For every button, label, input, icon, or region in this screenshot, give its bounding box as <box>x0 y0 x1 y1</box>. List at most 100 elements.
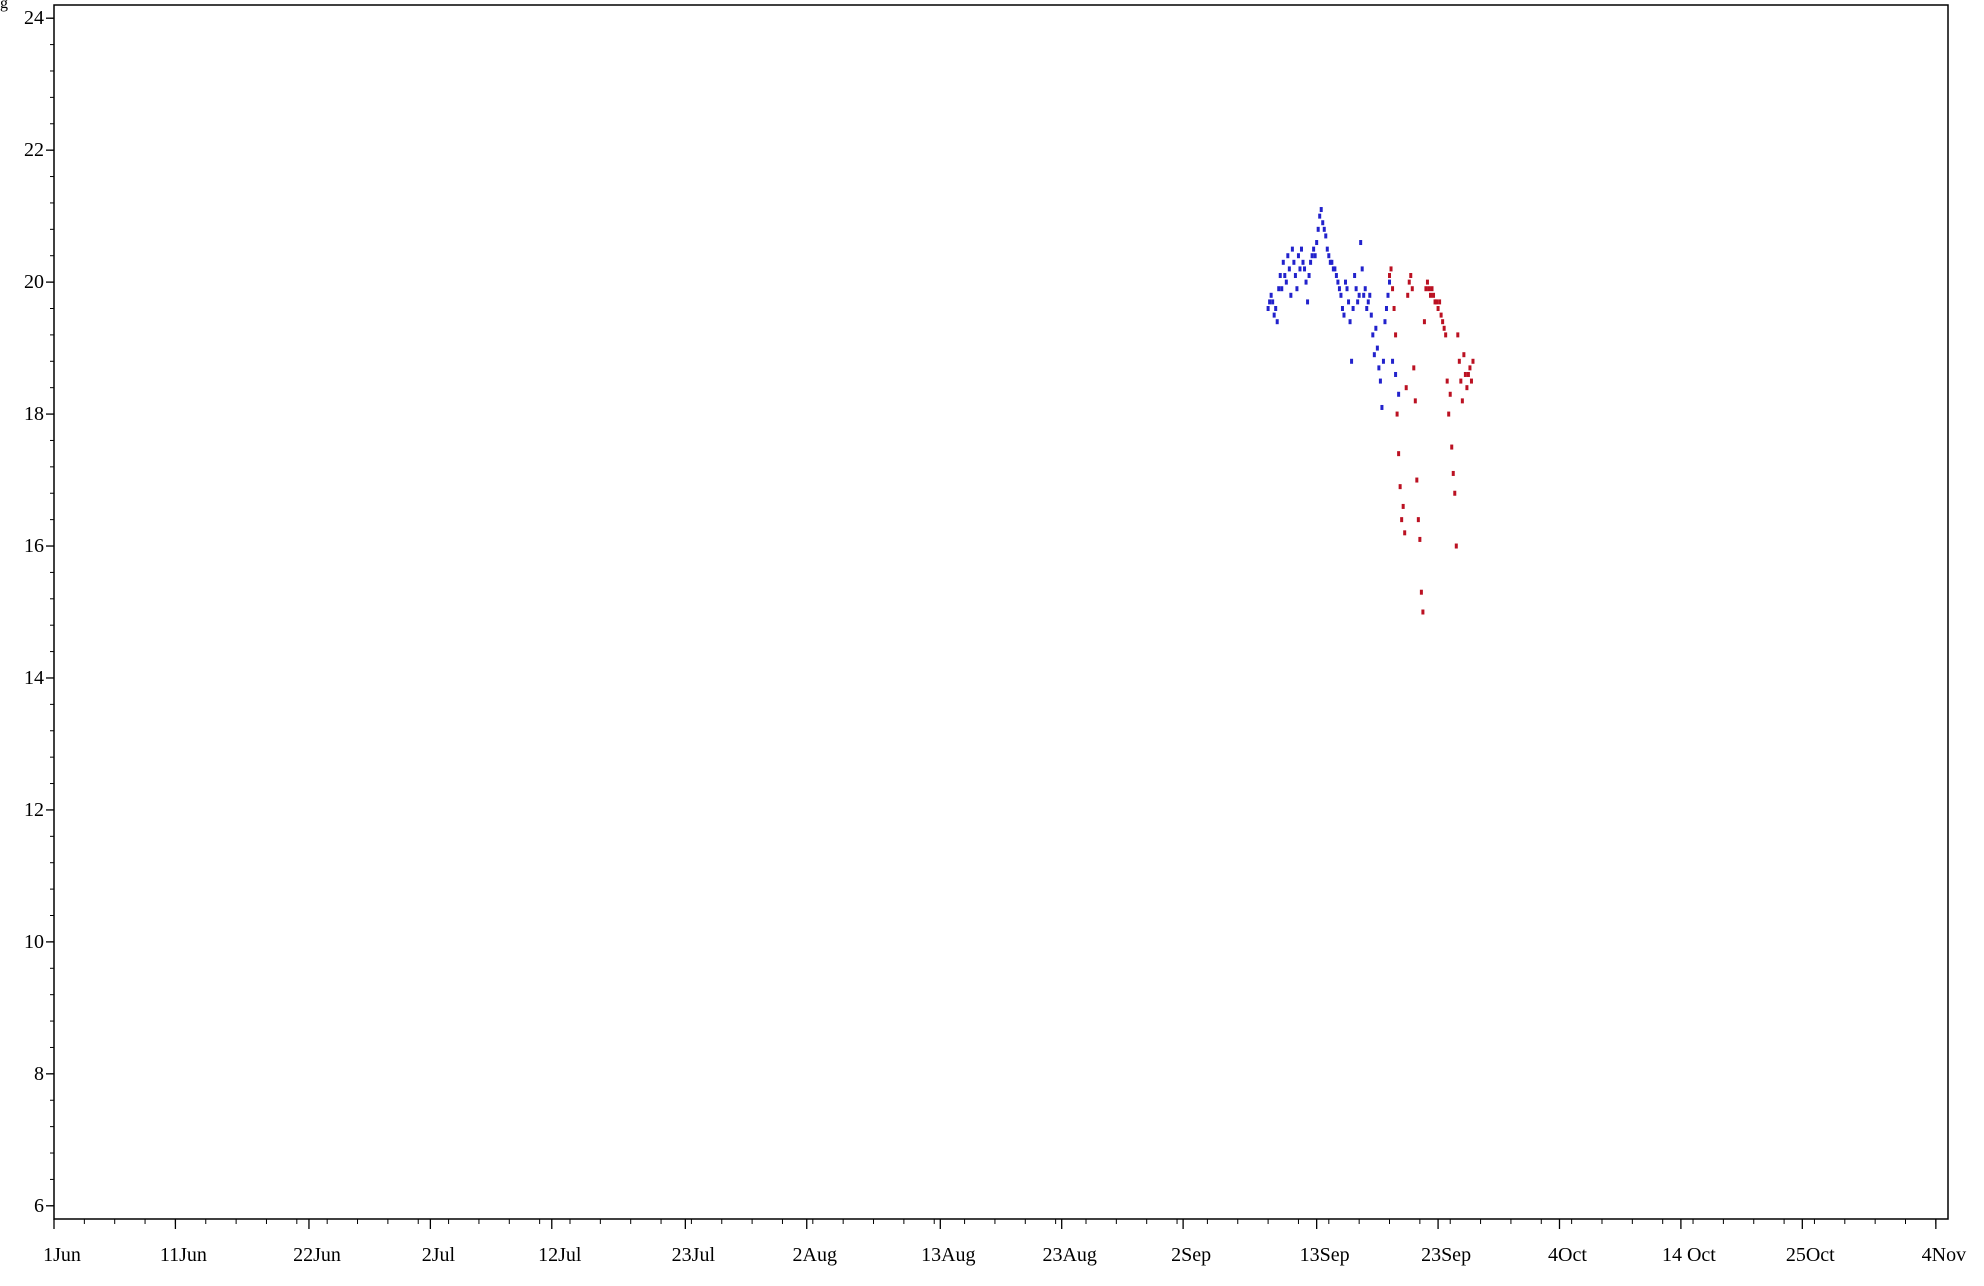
x-tick-label: 13Aug <box>921 1244 975 1266</box>
x-tick-label: 1Jun <box>43 1244 81 1266</box>
data-point-blue <box>1356 299 1360 305</box>
y-tick-label: 8 <box>34 1063 44 1085</box>
data-point-blue <box>1359 240 1363 246</box>
data-point-blue <box>1334 273 1338 279</box>
data-point-red <box>1424 286 1428 292</box>
data-point-blue <box>1266 306 1270 311</box>
data-point-blue <box>1316 226 1320 232</box>
y-tick-label: 10 <box>24 931 44 953</box>
data-point-blue <box>1299 246 1303 252</box>
data-point-blue <box>1289 292 1293 298</box>
data-point-blue <box>1284 279 1288 285</box>
data-point-red <box>1425 279 1429 285</box>
data-point-blue <box>1295 286 1299 292</box>
data-point-red <box>1471 358 1475 364</box>
x-tick-label: 22Jun <box>293 1244 341 1266</box>
data-point-blue <box>1369 312 1373 318</box>
y-tick-label: 24 <box>24 7 44 29</box>
data-point-blue <box>1313 253 1317 259</box>
data-point-blue <box>1351 306 1355 311</box>
data-point-blue <box>1307 273 1311 279</box>
data-point-blue <box>1366 299 1370 305</box>
data-point-blue <box>1321 220 1325 226</box>
data-point-red <box>1433 299 1437 305</box>
data-point-red <box>1441 319 1445 325</box>
data-point-red <box>1453 490 1457 496</box>
top-left-mark: g <box>0 0 8 12</box>
data-point-blue <box>1354 286 1358 292</box>
y-tick-label: 16 <box>24 535 44 557</box>
data-point-blue <box>1371 332 1375 338</box>
data-point-red <box>1432 292 1436 298</box>
data-point-blue <box>1377 365 1381 371</box>
data-point-blue <box>1345 286 1349 292</box>
data-point-blue <box>1348 319 1352 325</box>
data-point-blue <box>1283 273 1287 279</box>
data-point-red <box>1397 451 1401 457</box>
data-point-blue <box>1278 273 1282 279</box>
data-point-blue <box>1325 246 1329 252</box>
data-point-red <box>1428 292 1432 298</box>
data-point-blue <box>1303 266 1307 272</box>
data-point-blue <box>1280 286 1284 292</box>
x-tick-label: 12Jul <box>538 1244 582 1266</box>
data-point-blue <box>1312 246 1316 252</box>
data-point-red <box>1430 286 1434 292</box>
data-point-red <box>1454 543 1458 549</box>
data-point-blue <box>1286 253 1290 259</box>
x-tick-label: 23Aug <box>1042 1244 1096 1266</box>
data-point-red <box>1445 378 1449 384</box>
data-point-blue <box>1383 319 1387 325</box>
data-point-red <box>1427 286 1431 292</box>
x-tick-label: 4Nov <box>1922 1244 1966 1266</box>
data-point-blue <box>1357 292 1361 298</box>
data-point-red <box>1466 371 1470 377</box>
y-tick-label: 6 <box>34 1195 44 1217</box>
data-point-red <box>1422 319 1426 325</box>
data-point-blue <box>1271 299 1275 305</box>
data-point-red <box>1444 332 1448 338</box>
data-point-blue <box>1353 273 1357 279</box>
data-point-blue <box>1336 279 1340 285</box>
data-point-blue <box>1391 358 1395 364</box>
data-point-red <box>1398 484 1402 490</box>
data-point-blue <box>1375 345 1379 351</box>
y-tick-label: 12 <box>24 799 44 821</box>
data-point-red <box>1400 517 1404 523</box>
data-point-red <box>1439 312 1443 318</box>
data-point-blue <box>1363 286 1367 292</box>
data-point-blue <box>1331 266 1335 272</box>
minor-ticks <box>50 17 1937 1224</box>
data-point-blue <box>1290 246 1294 252</box>
x-tick-label: 13Sep <box>1300 1244 1350 1266</box>
data-point-blue <box>1298 266 1302 272</box>
data-point-blue <box>1328 259 1332 265</box>
data-point-blue <box>1292 259 1296 265</box>
data-point-red <box>1395 411 1399 417</box>
data-point-red <box>1451 470 1455 476</box>
data-point-red <box>1391 286 1395 292</box>
data-point-blue <box>1368 292 1372 298</box>
x-axis: 1Jun 11Jun 22Jun 2Jul 12Jul 23Jul 2Aug 13Aug 23A… <box>43 1219 1966 1266</box>
data-point-red <box>1436 306 1440 311</box>
data-point-blue <box>1327 253 1331 259</box>
data-point-blue <box>1365 306 1369 311</box>
data-point-blue <box>1287 266 1291 272</box>
data-point-red <box>1412 365 1416 371</box>
data-point-blue <box>1318 213 1322 219</box>
data-point-blue <box>1380 404 1384 410</box>
data-point-blue <box>1301 259 1305 265</box>
data-point-red <box>1392 306 1396 311</box>
data-point-red <box>1413 398 1417 404</box>
data-point-red <box>1401 503 1405 509</box>
x-tick-label: 25Oct <box>1786 1244 1835 1266</box>
x-tick-label: 2Aug <box>793 1244 837 1266</box>
data-point-blue <box>1333 266 1337 272</box>
data-point-red <box>1438 299 1442 305</box>
y-axis: 6 8 10 12 14 16 18 20 22 24 <box>24 7 54 1217</box>
data-point-blue <box>1374 325 1378 331</box>
data-point-blue <box>1268 299 1272 305</box>
data-point-blue <box>1304 279 1308 285</box>
data-point-blue <box>1277 286 1281 292</box>
